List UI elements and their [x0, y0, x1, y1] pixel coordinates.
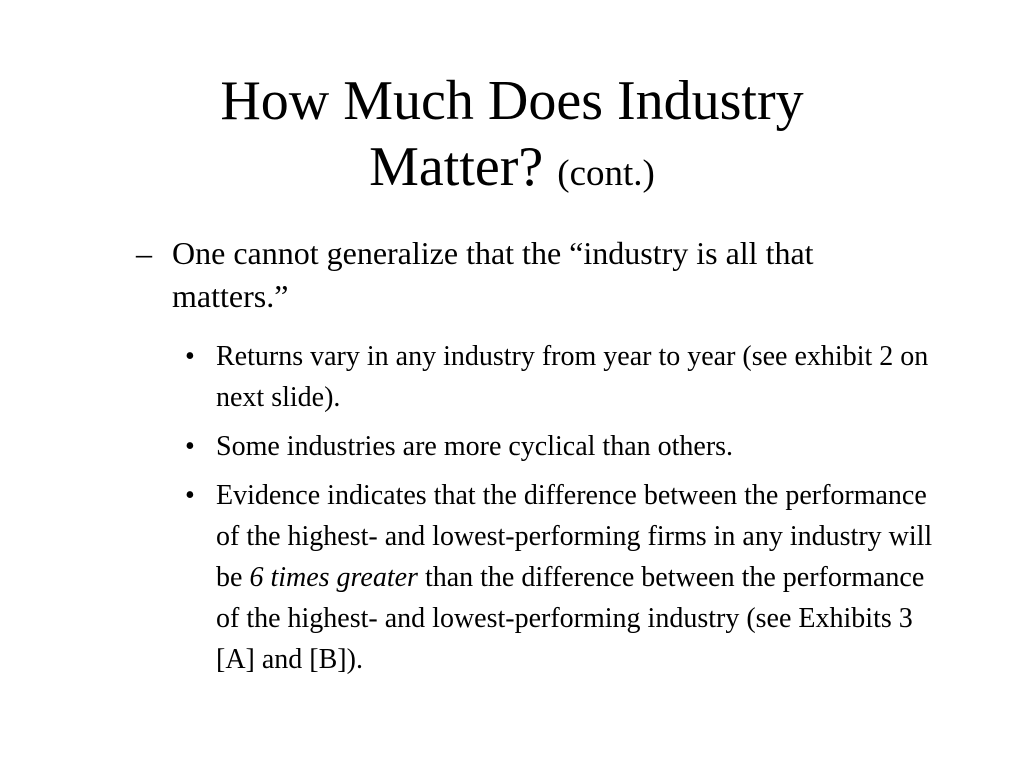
title-line-2: Matter?: [369, 136, 544, 198]
dash-marker: –: [136, 235, 152, 271]
bullet-marker: •: [185, 480, 195, 511]
bullet-marker: •: [185, 431, 195, 462]
evidence-text-end: than the difference between the performa…: [216, 562, 925, 675]
slide-title: How Much Does Industry Matter? (cont.): [112, 68, 912, 207]
title-line-1: How Much Does Industry: [220, 70, 804, 132]
bullet-item-cyclical: • Some industries are more cyclical than…: [185, 426, 945, 467]
level1-text: One cannot generalize that the “industry…: [172, 235, 814, 314]
bullet-item-returns: • Returns vary in any industry from year…: [185, 336, 945, 418]
bullet-text-evidence: Evidence indicates that the difference b…: [216, 480, 932, 675]
bullet-text-cyclical: Some industries are more cyclical than o…: [216, 431, 734, 462]
bullet-marker: •: [185, 341, 195, 372]
level1-point: – One cannot generalize that the “indust…: [136, 232, 926, 318]
evidence-emphasis: 6 times greater: [249, 562, 418, 593]
title-suffix: (cont.): [557, 153, 655, 194]
bullet-text-returns: Returns vary in any industry from year t…: [216, 341, 929, 413]
bullet-item-evidence: • Evidence indicates that the difference…: [185, 475, 945, 680]
evidence-text-start: Evidence indicates that the difference b…: [216, 480, 933, 593]
bullet-list: • Returns vary in any industry from year…: [185, 336, 945, 688]
